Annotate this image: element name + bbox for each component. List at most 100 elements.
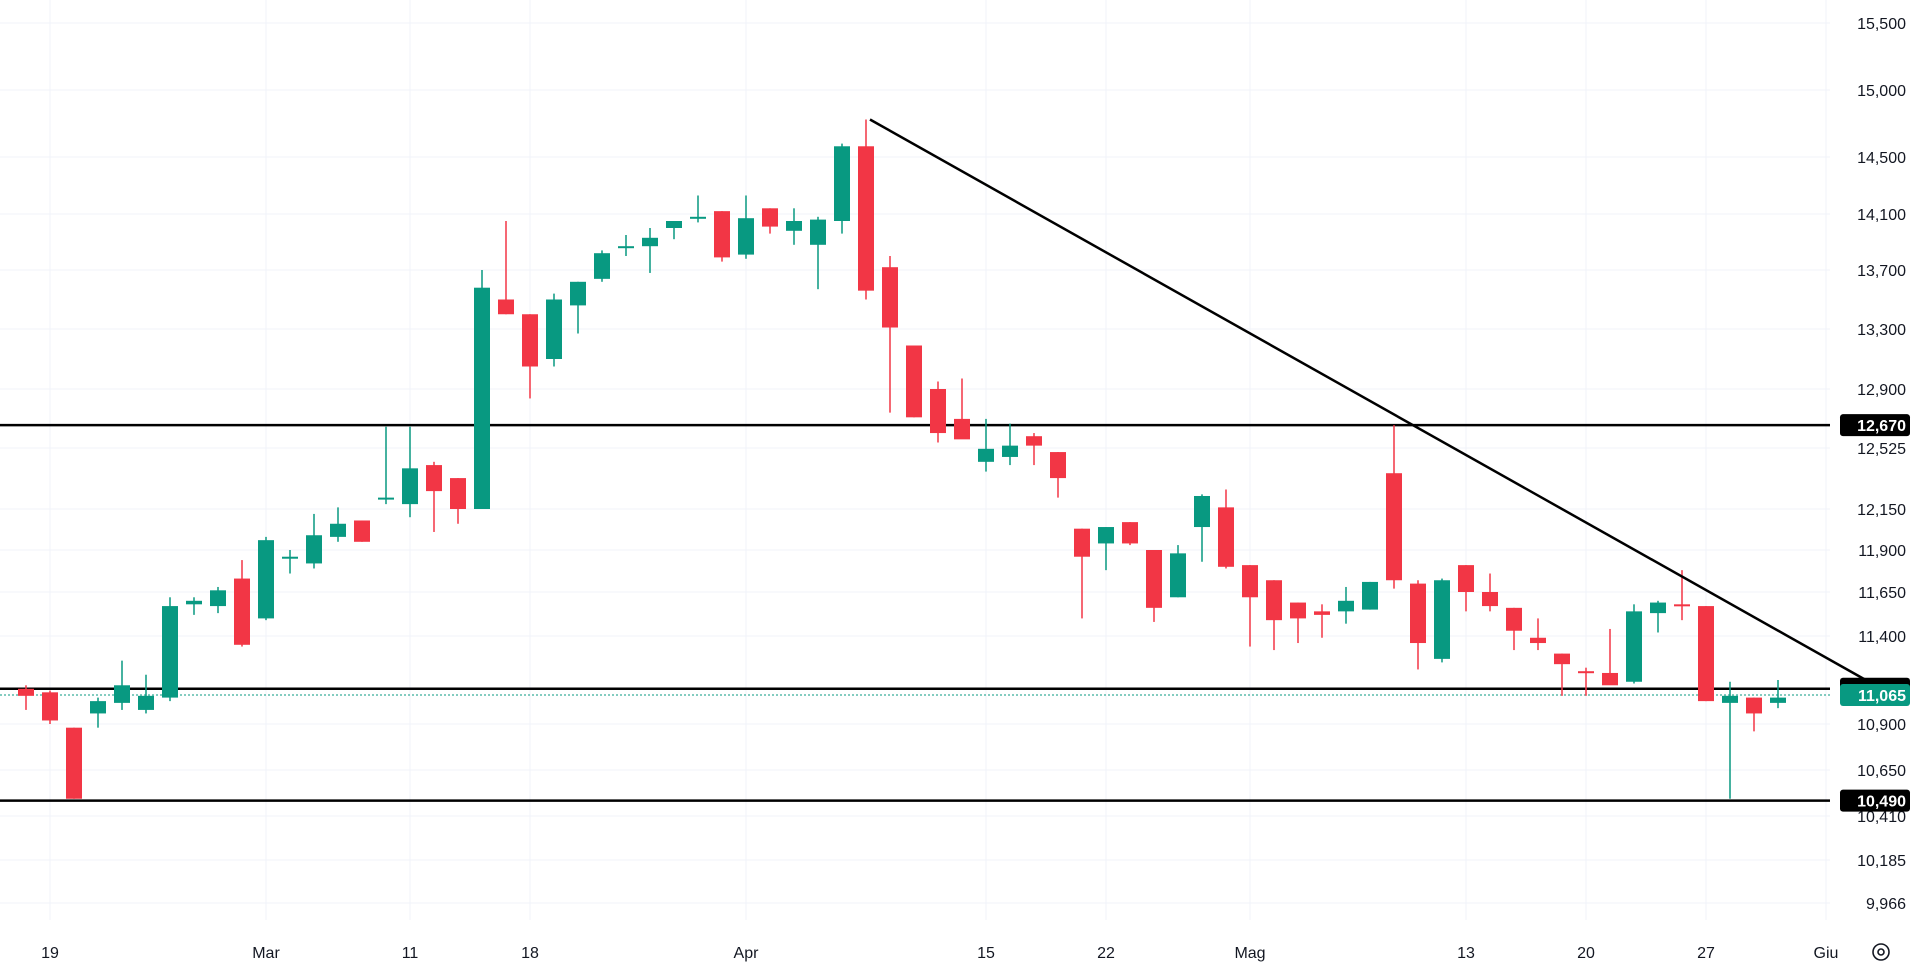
candle[interactable] <box>1626 604 1642 684</box>
candle-body <box>18 688 34 696</box>
candle[interactable] <box>42 690 58 724</box>
candle[interactable] <box>1506 607 1522 651</box>
candle[interactable] <box>258 536 274 621</box>
y-tick-label: 12,525 <box>1857 441 1906 458</box>
candle-body <box>234 578 250 645</box>
candle[interactable] <box>18 685 34 710</box>
candle[interactable] <box>762 208 778 234</box>
candle[interactable] <box>1266 580 1282 651</box>
candle[interactable] <box>618 235 634 256</box>
candle[interactable] <box>1410 580 1426 670</box>
candle[interactable] <box>882 256 898 413</box>
candle[interactable] <box>378 426 394 505</box>
trendline-layer <box>869 118 1873 685</box>
candle[interactable] <box>162 597 178 702</box>
candle[interactable] <box>642 228 658 273</box>
candle[interactable] <box>1098 527 1114 571</box>
candle[interactable] <box>1146 550 1162 622</box>
candle[interactable] <box>354 520 370 542</box>
candle[interactable] <box>1050 452 1066 498</box>
candle[interactable] <box>1290 602 1306 644</box>
candle[interactable] <box>738 195 754 259</box>
trendline[interactable] <box>869 118 1873 685</box>
candle[interactable] <box>402 426 418 518</box>
candle-body <box>1218 507 1234 567</box>
candle[interactable] <box>1746 697 1762 732</box>
horizontal-lines-layer <box>0 423 1830 802</box>
candle[interactable] <box>90 697 106 728</box>
y-tick-label: 11,400 <box>1858 629 1906 646</box>
candle[interactable] <box>1770 680 1786 709</box>
candle[interactable] <box>690 195 706 223</box>
candle[interactable] <box>1338 586 1354 624</box>
candle-body <box>1098 527 1114 544</box>
candle-body <box>114 685 130 703</box>
time-axis[interactable]: 19 Mar 11 18 Apr 15 22 Mag 13 20 27 Giu <box>41 945 1838 962</box>
candle[interactable] <box>138 674 154 714</box>
candle[interactable] <box>570 281 586 334</box>
candle[interactable] <box>1122 522 1138 546</box>
candle-body <box>1026 436 1042 446</box>
candle[interactable] <box>1458 565 1474 612</box>
candle[interactable] <box>1530 618 1546 651</box>
candle[interactable] <box>930 381 946 443</box>
candle-body <box>1242 565 1258 598</box>
candle-body <box>810 219 826 245</box>
candle[interactable] <box>786 208 802 245</box>
candle[interactable] <box>1722 681 1738 799</box>
candle[interactable] <box>954 378 970 440</box>
candle[interactable] <box>1386 425 1402 589</box>
candle-body <box>1746 697 1762 714</box>
candle[interactable] <box>1026 433 1042 466</box>
candle[interactable] <box>1314 604 1330 638</box>
x-tick-label: Giu <box>1814 945 1839 962</box>
candle[interactable] <box>234 560 250 647</box>
candle[interactable] <box>114 660 130 710</box>
candle[interactable] <box>1602 628 1618 686</box>
candle[interactable] <box>1194 494 1210 562</box>
candle[interactable] <box>834 143 850 234</box>
candle[interactable] <box>714 211 730 262</box>
candle[interactable] <box>1074 528 1090 619</box>
candle[interactable] <box>1170 545 1186 598</box>
candle[interactable] <box>1218 489 1234 569</box>
candle[interactable] <box>474 270 490 509</box>
candle[interactable] <box>1578 667 1594 696</box>
candle[interactable] <box>1002 423 1018 466</box>
candle[interactable] <box>426 461 442 532</box>
candle[interactable] <box>1482 573 1498 612</box>
candle[interactable] <box>1698 606 1714 702</box>
candle[interactable] <box>498 221 514 315</box>
candle[interactable] <box>1674 570 1690 621</box>
candle[interactable] <box>66 727 82 799</box>
candle-body <box>402 468 418 505</box>
candle[interactable] <box>306 513 322 569</box>
candle[interactable] <box>906 345 922 418</box>
settings-gear-icon[interactable] <box>1872 943 1890 961</box>
candle[interactable] <box>450 478 466 524</box>
y-tick-label: 10,410 <box>1857 809 1906 826</box>
candle[interactable] <box>186 597 202 615</box>
candle-body <box>1386 473 1402 581</box>
candle-body <box>1146 550 1162 608</box>
candle[interactable] <box>1362 581 1378 610</box>
candle[interactable] <box>546 293 562 367</box>
candle[interactable] <box>1434 578 1450 663</box>
price-axis[interactable]: 15,500 15,000 14,500 14,100 13,700 13,300 12,9… <box>1857 16 1906 913</box>
candle[interactable] <box>666 221 682 240</box>
candle[interactable] <box>858 119 874 300</box>
candle[interactable] <box>210 586 226 614</box>
candle[interactable] <box>282 550 298 574</box>
candle[interactable] <box>1650 600 1666 633</box>
candle[interactable] <box>1242 565 1258 647</box>
candle[interactable] <box>522 314 538 399</box>
candle[interactable] <box>594 250 610 282</box>
candle-body <box>570 281 586 306</box>
price-badge-label: 10,490 <box>1857 794 1906 811</box>
candle[interactable] <box>978 418 994 472</box>
candle[interactable] <box>1554 653 1570 696</box>
candle-body <box>618 246 634 249</box>
candle[interactable] <box>330 507 346 542</box>
candle[interactable] <box>810 216 826 290</box>
